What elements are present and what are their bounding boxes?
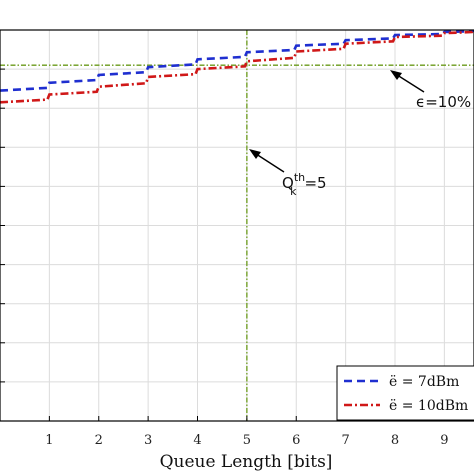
x-tick-label: 1 [45, 433, 53, 448]
series-line-0 [0, 30, 474, 92]
x-tick-label: 4 [193, 433, 201, 448]
x-ticks: 1 2 3 4 5 6 7 8 9 [0, 68, 449, 448]
x-axis-title: Queue Length [bits] [160, 452, 333, 472]
x-tick-label: 8 [391, 433, 399, 448]
queue-arrowhead [249, 149, 261, 159]
series-line-1 [0, 30, 474, 104]
legend-label-10dbm: ë = 10dBm [389, 398, 468, 414]
x-tick-label: 6 [292, 433, 300, 448]
legend-box [336, 365, 474, 421]
epsilon-annotation: ϵ=10% [390, 70, 471, 111]
epsilon-arrowhead [390, 70, 402, 80]
queue-threshold-annotation: Qth k =5 [249, 149, 327, 198]
legend: ë = 7dBm ë = 10dBm [336, 365, 474, 421]
x-tick-label: 7 [341, 433, 349, 448]
x-tick-label: 3 [144, 433, 152, 448]
epsilon-label: ϵ=10% [416, 93, 471, 111]
plot-frame [0, 29, 474, 422]
queue-label-q: Q [282, 174, 294, 192]
legend-label-7dbm: ë = 7dBm [389, 374, 459, 390]
x-tick-label: 2 [95, 433, 103, 448]
queue-label-sub: k [290, 185, 297, 198]
queue-label: Qth k =5 [282, 171, 327, 198]
queue-label-sup: th [294, 171, 305, 184]
threshold-lines [0, 30, 474, 421]
series-group [0, 30, 474, 104]
x-tick-label: 5 [243, 433, 251, 448]
x-tick-label: 9 [440, 433, 448, 448]
queue-label-val: =5 [304, 174, 326, 192]
